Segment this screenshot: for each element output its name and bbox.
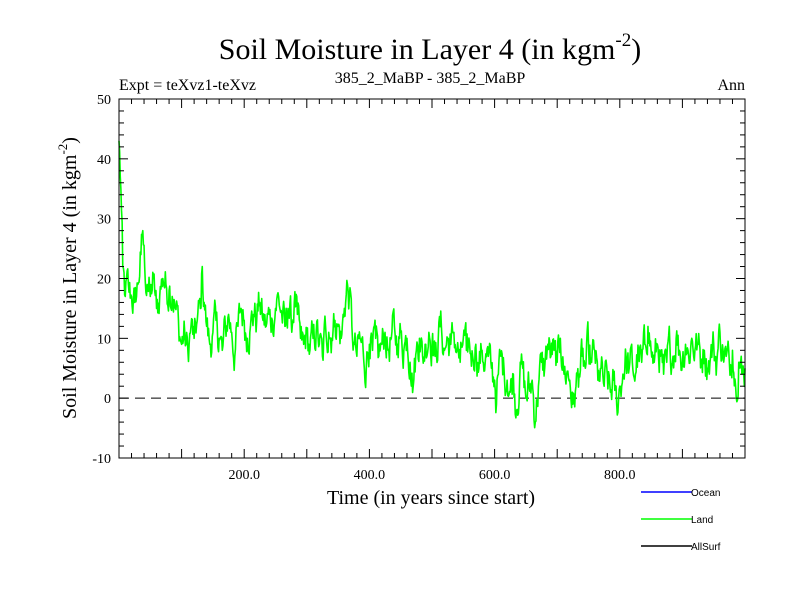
subtitle-experiment: Expt = teXvz1-teXvz <box>119 77 256 94</box>
legend-label-allsurf: AllSurf <box>691 542 721 553</box>
chart-title: Soil Moisture in Layer 4 (in kgm-2) <box>219 30 641 66</box>
legend-label-ocean: Ocean <box>691 488 720 499</box>
y-tick-label: 20 <box>97 273 111 288</box>
series-layer <box>118 140 746 429</box>
series-line-land <box>118 140 746 429</box>
x-tick-label: 600.0 <box>479 468 511 483</box>
plot-frame <box>118 98 746 459</box>
subtitle-season: Ann <box>717 77 745 94</box>
y-tick-label: 30 <box>97 213 111 228</box>
y-tick-label: 40 <box>97 153 111 168</box>
x-tick-label: 200.0 <box>228 468 260 483</box>
subtitle-period: 385_2_MaBP - 385_2_MaBP <box>335 70 526 87</box>
x-tick-label: 800.0 <box>604 468 636 483</box>
legend: Ocean Land AllSurf <box>641 488 721 553</box>
x-axis-label: Time (in years since start) <box>327 487 535 509</box>
axis-ticks: 200.0 400.0 600.0 800.0 -10 0 10 20 30 40 50 <box>92 93 746 483</box>
y-tick-label: 50 <box>97 93 111 108</box>
x-tick-label: 400.0 <box>354 468 386 483</box>
y-tick-label: -10 <box>92 452 111 467</box>
y-tick-label: 0 <box>104 392 111 407</box>
y-axis-label: Soil Moisture in Layer 4 (in kgm-2) <box>55 137 81 419</box>
y-tick-label: 10 <box>97 332 111 347</box>
legend-label-land: Land <box>691 515 713 526</box>
